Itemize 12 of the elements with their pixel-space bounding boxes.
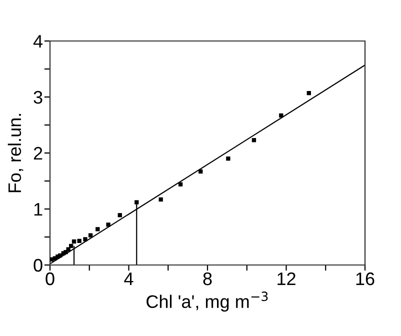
x-tick-label: 4: [124, 272, 134, 286]
y-tick-label: 1: [34, 203, 42, 216]
x-tick-label: 8: [203, 272, 212, 286]
x-axis-title: Chl 'a', mg m$^{−3}$: [146, 292, 268, 312]
x-tick-label: 16: [356, 272, 374, 286]
x-tick-label: 0: [46, 272, 54, 286]
x-tick-label: 12: [278, 272, 296, 286]
y-tick-label: 2: [34, 146, 42, 160]
y-tick-label: 0: [34, 258, 42, 272]
y-tick-label: 3: [34, 90, 42, 104]
y-tick-label: 4: [33, 35, 43, 48]
y-axis-title: Fo, rel.un.: [8, 114, 24, 192]
